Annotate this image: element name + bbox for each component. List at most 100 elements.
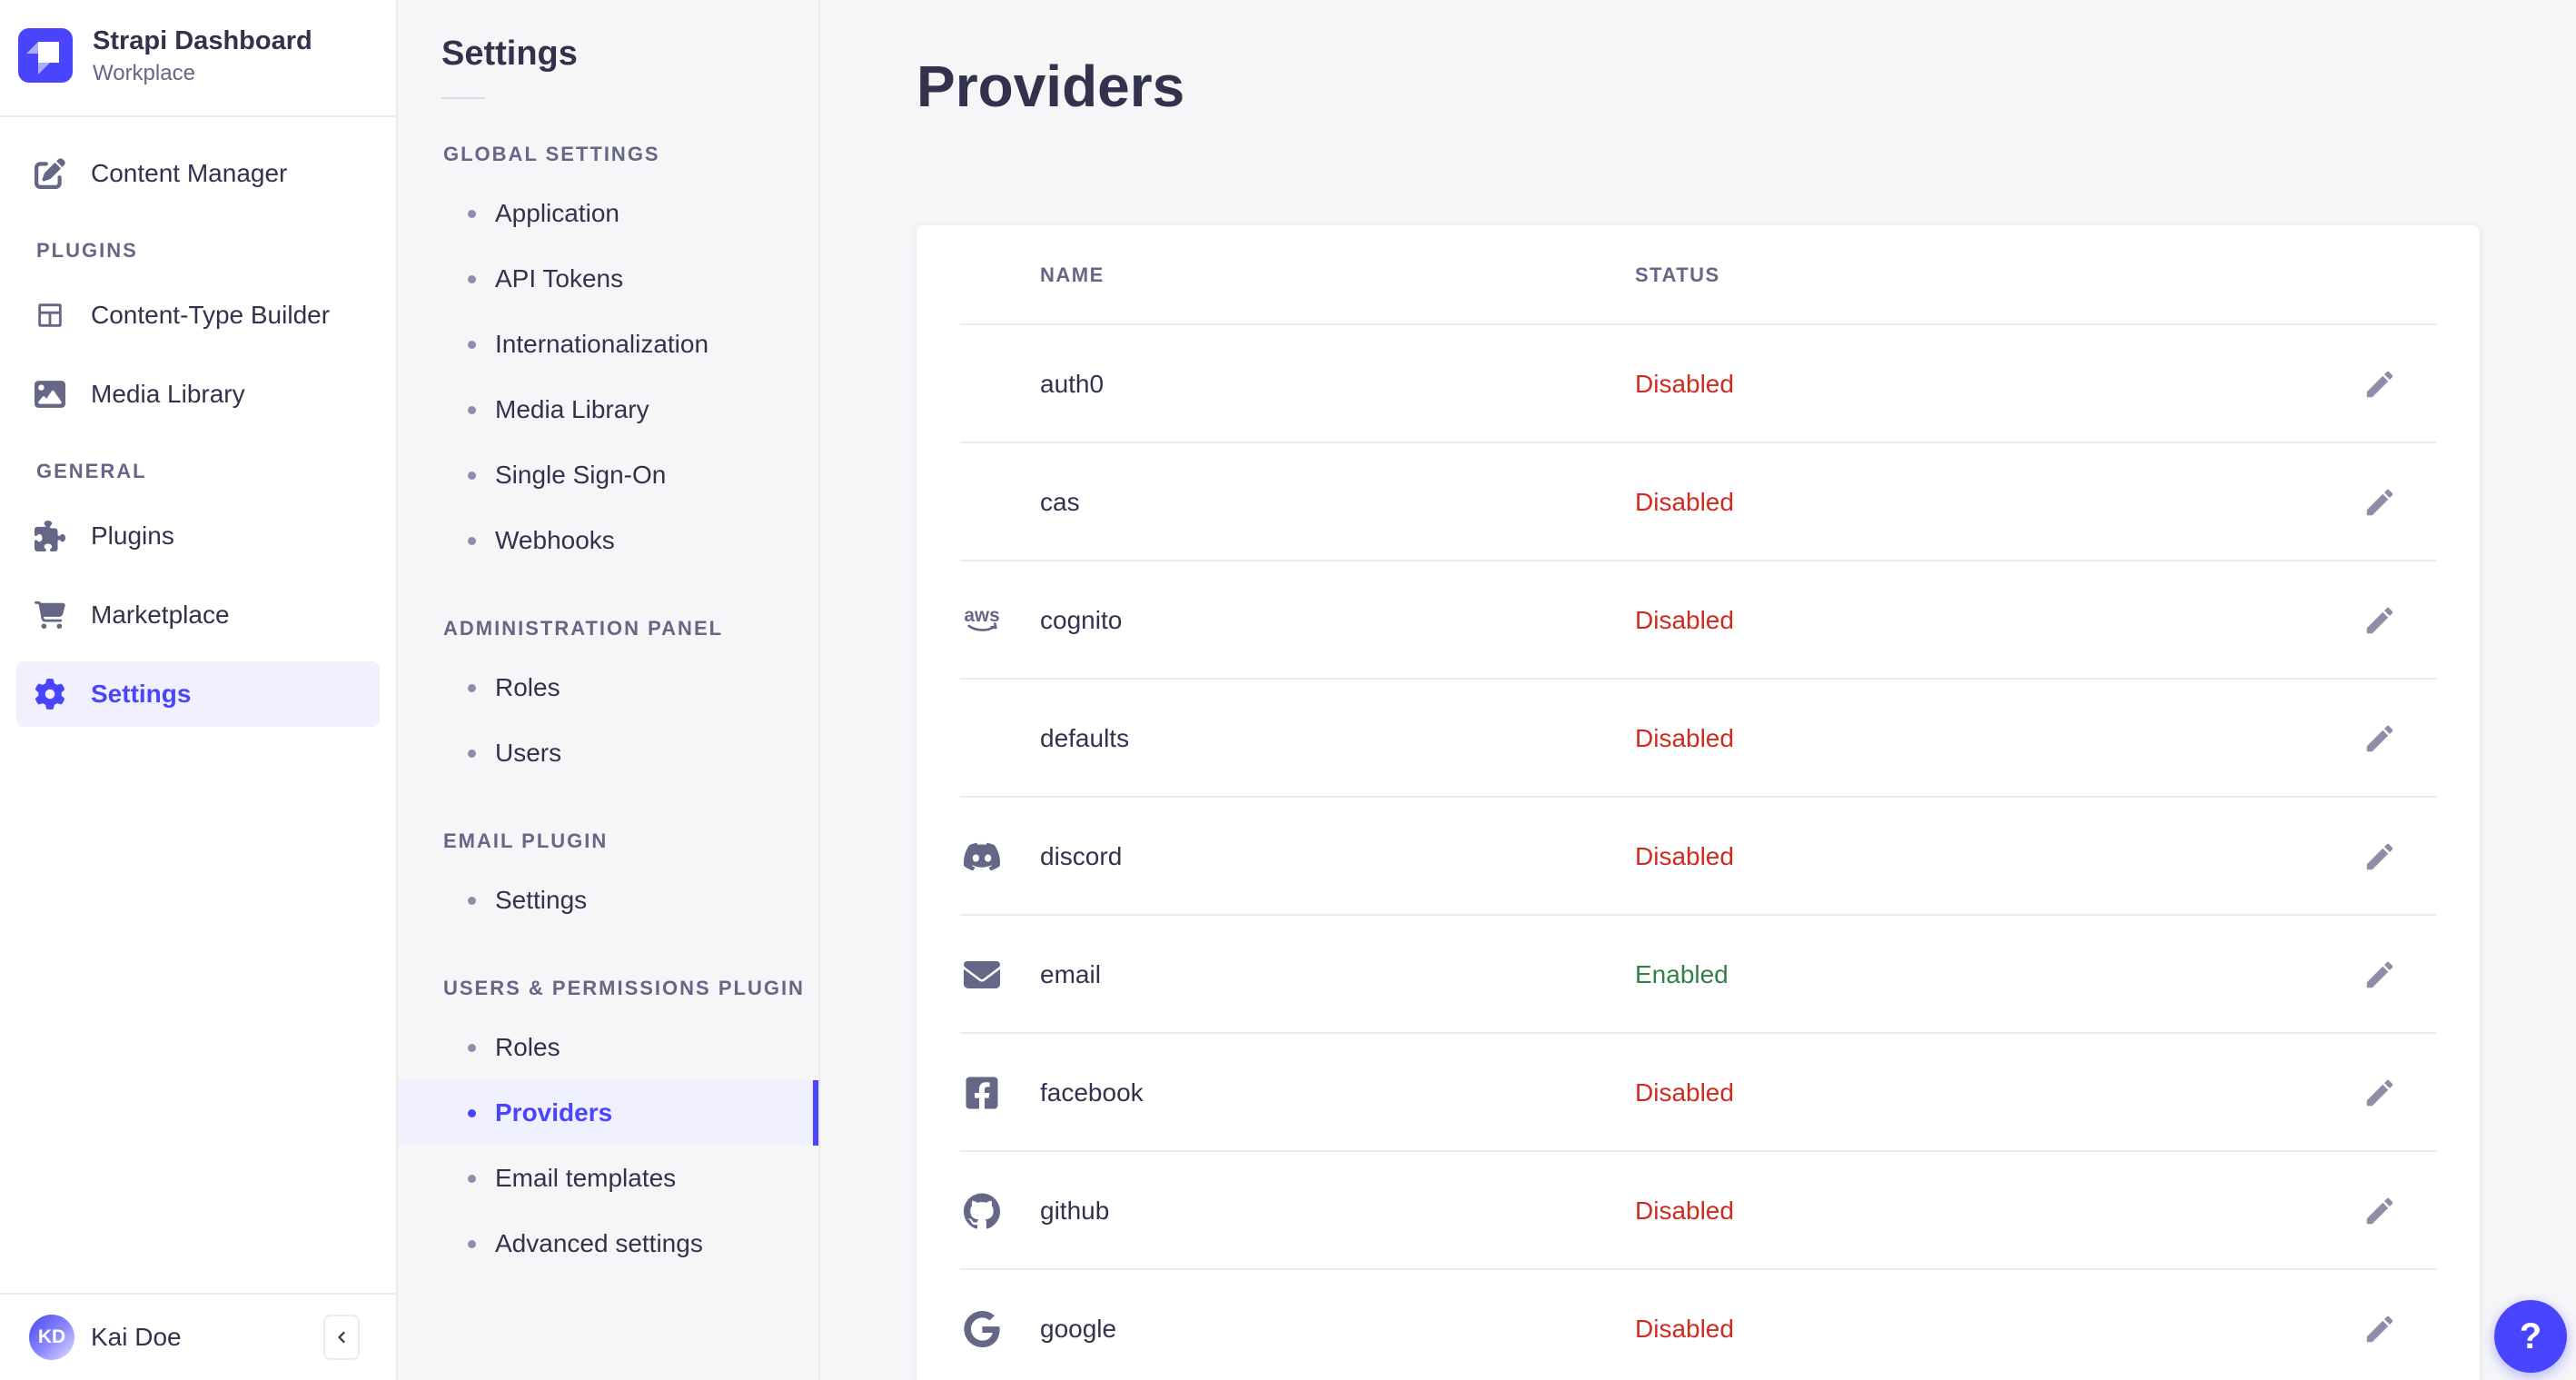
edit-provider-button[interactable] bbox=[2363, 958, 2397, 992]
subnav-item-webhooks[interactable]: Webhooks bbox=[398, 508, 818, 573]
brand-text: Strapi Dashboard Workplace bbox=[93, 25, 312, 86]
subnav-item-users[interactable]: Users bbox=[398, 720, 818, 786]
workspace-subtitle: Workplace bbox=[93, 60, 195, 85]
github-icon bbox=[964, 1193, 1000, 1229]
provider-edit-cell bbox=[2280, 603, 2480, 638]
pencil-icon bbox=[2363, 367, 2397, 402]
provider-icon-cell bbox=[916, 839, 1040, 875]
subnav-item-label: Application bbox=[495, 199, 619, 227]
strapi-logo-icon bbox=[18, 28, 73, 84]
provider-edit-cell bbox=[2280, 958, 2480, 992]
avatar[interactable]: KD bbox=[29, 1315, 74, 1360]
pencil-icon bbox=[2363, 603, 2397, 638]
main-content: Providers NAME STATUS auth0 Disabled cas Di… bbox=[820, 0, 2576, 1380]
pen-square-icon bbox=[35, 158, 65, 189]
provider-status: Disabled bbox=[1635, 488, 1734, 516]
provider-row-cas[interactable]: cas Disabled bbox=[916, 443, 2480, 561]
provider-icon-cell bbox=[916, 1075, 1040, 1111]
provider-icon-cell bbox=[916, 1311, 1040, 1347]
provider-name: cognito bbox=[1040, 606, 1123, 634]
edit-provider-button[interactable] bbox=[2363, 485, 2397, 520]
provider-icon-cell bbox=[916, 957, 1040, 993]
provider-row-github[interactable]: github Disabled bbox=[916, 1152, 2480, 1270]
google-icon bbox=[964, 1311, 1000, 1347]
sidebar-item-content-type-builder[interactable]: Content-Type Builder bbox=[16, 283, 380, 348]
edit-provider-button[interactable] bbox=[2363, 839, 2397, 874]
provider-status: Disabled bbox=[1635, 1315, 1734, 1343]
provider-name: google bbox=[1040, 1315, 1117, 1343]
subnav-section-email-plugin: EMAIL PLUGIN bbox=[443, 829, 609, 852]
subnav-title: Settings bbox=[441, 35, 578, 73]
bullet-icon bbox=[468, 749, 476, 758]
aws-icon: aws bbox=[964, 602, 1000, 639]
provider-icon-cell: aws bbox=[916, 602, 1040, 639]
provider-status: Disabled bbox=[1635, 606, 1734, 634]
collapse-sidebar-button[interactable] bbox=[323, 1315, 360, 1360]
subnav-item-advanced-settings[interactable]: Advanced settings bbox=[398, 1211, 818, 1276]
sidebar-section-plugins: PLUGINS bbox=[36, 238, 138, 262]
sidebar-item-marketplace[interactable]: Marketplace bbox=[16, 582, 380, 648]
page-title: Providers bbox=[916, 54, 1185, 119]
provider-name: github bbox=[1040, 1196, 1110, 1225]
subnav-item-api-tokens[interactable]: API Tokens bbox=[398, 246, 818, 312]
workspace-brand[interactable]: Strapi Dashboard Workplace bbox=[0, 0, 396, 115]
provider-edit-cell bbox=[2280, 839, 2480, 874]
sidebar-item-content-manager[interactable]: Content Manager bbox=[16, 141, 380, 206]
subnav-item-label: Settings bbox=[495, 886, 588, 914]
provider-status: Enabled bbox=[1635, 960, 1729, 988]
subnav-item-label: Media Library bbox=[495, 395, 649, 423]
bullet-icon bbox=[468, 536, 476, 545]
envelope-icon bbox=[964, 957, 1000, 993]
provider-status: Disabled bbox=[1635, 1196, 1734, 1225]
layout-icon bbox=[35, 300, 65, 331]
sidebar-item-settings[interactable]: Settings bbox=[16, 660, 380, 727]
subnav-item-roles[interactable]: Roles bbox=[398, 655, 818, 720]
pencil-icon bbox=[2363, 1194, 2397, 1228]
sidebar-item-plugins[interactable]: Plugins bbox=[16, 503, 380, 569]
help-button[interactable]: ? bbox=[2494, 1300, 2567, 1373]
subnav-item-internationalization[interactable]: Internationalization bbox=[398, 312, 818, 377]
puzzle-icon bbox=[35, 520, 65, 551]
column-header-name: NAME bbox=[1040, 263, 1105, 286]
edit-provider-button[interactable] bbox=[2363, 367, 2397, 402]
provider-name: defaults bbox=[1040, 724, 1130, 752]
sidebar-item-label: Media Library bbox=[91, 379, 245, 408]
provider-row-discord[interactable]: discord Disabled bbox=[916, 798, 2480, 916]
subnav-item-label: Providers bbox=[495, 1098, 613, 1127]
subnav-section-global-settings: GLOBAL SETTINGS bbox=[443, 143, 660, 165]
subnav-item-application[interactable]: Application bbox=[398, 181, 818, 246]
provider-row-google[interactable]: google Disabled bbox=[916, 1270, 2480, 1380]
providers-table-card: NAME STATUS auth0 Disabled cas Disabled aws c… bbox=[916, 225, 2480, 1380]
provider-status: Disabled bbox=[1635, 724, 1734, 752]
sidebar-item-media-library[interactable]: Media Library bbox=[16, 362, 380, 427]
provider-row-facebook[interactable]: facebook Disabled bbox=[916, 1034, 2480, 1152]
provider-row-email[interactable]: email Enabled bbox=[916, 916, 2480, 1034]
subnav-item-roles[interactable]: Roles bbox=[398, 1015, 818, 1080]
provider-status: Disabled bbox=[1635, 1078, 1734, 1107]
subnav-item-media-library[interactable]: Media Library bbox=[398, 377, 818, 442]
svg-text:aws: aws bbox=[964, 605, 999, 626]
gear-icon bbox=[35, 678, 65, 710]
subnav-item-settings[interactable]: Settings bbox=[398, 868, 818, 933]
provider-name: cas bbox=[1040, 488, 1080, 516]
sidebar-footer: KD Kai Doe bbox=[0, 1293, 396, 1380]
subnav-item-label: Roles bbox=[495, 1033, 560, 1061]
provider-edit-cell bbox=[2280, 1076, 2480, 1110]
subnav-item-email-templates[interactable]: Email templates bbox=[398, 1146, 818, 1211]
edit-provider-button[interactable] bbox=[2363, 1194, 2397, 1228]
edit-provider-button[interactable] bbox=[2363, 721, 2397, 756]
provider-edit-cell bbox=[2280, 1194, 2480, 1228]
picture-icon bbox=[35, 379, 65, 410]
subnav-item-providers[interactable]: Providers bbox=[398, 1080, 818, 1146]
provider-row-defaults[interactable]: defaults Disabled bbox=[916, 680, 2480, 798]
subnav-item-label: Internationalization bbox=[495, 330, 709, 358]
sidebar-divider bbox=[0, 114, 396, 117]
edit-provider-button[interactable] bbox=[2363, 1076, 2397, 1110]
edit-provider-button[interactable] bbox=[2363, 1312, 2397, 1346]
provider-row-auth0[interactable]: auth0 Disabled bbox=[916, 325, 2480, 443]
edit-provider-button[interactable] bbox=[2363, 603, 2397, 638]
provider-row-cognito[interactable]: aws cognito Disabled bbox=[916, 561, 2480, 680]
provider-name: email bbox=[1040, 960, 1101, 988]
subnav-item-single-sign-on[interactable]: Single Sign-On bbox=[398, 442, 818, 508]
